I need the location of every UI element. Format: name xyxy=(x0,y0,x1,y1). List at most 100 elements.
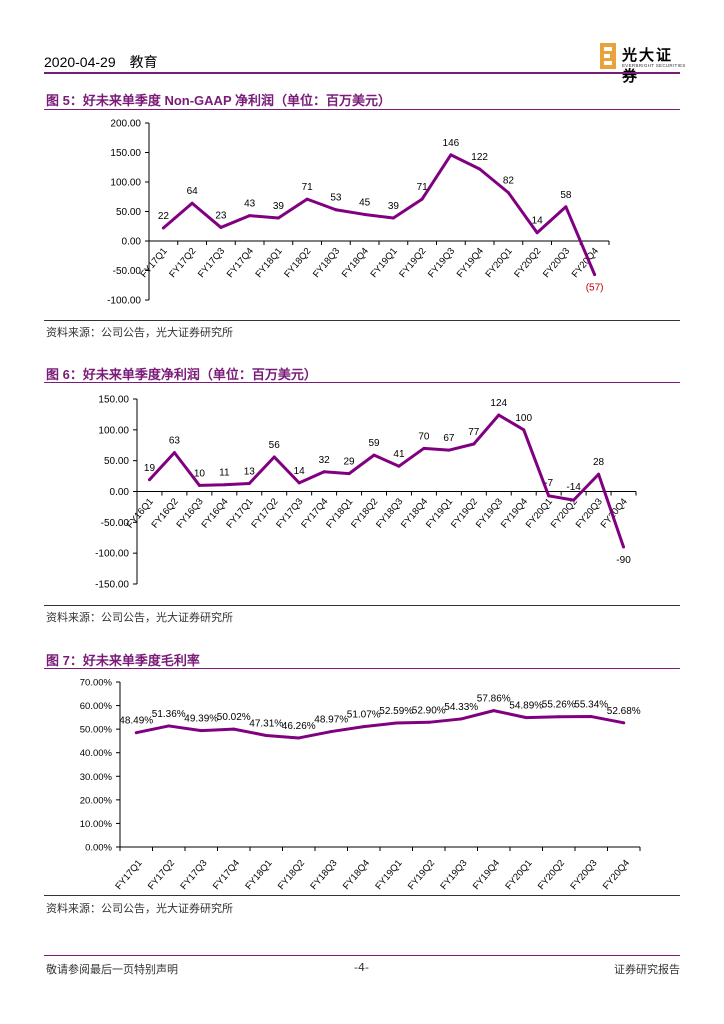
data-label: 52.59% xyxy=(379,706,413,717)
x-category-label: FY17Q2 xyxy=(167,246,198,280)
footer-divider xyxy=(44,955,680,956)
data-point xyxy=(427,720,431,724)
x-category-label: FY20Q4 xyxy=(601,858,632,892)
figure-5-title: 图 5：好未来单季度 Non-GAAP 净利润（单位：百万美元） xyxy=(46,93,391,108)
data-label: 39 xyxy=(388,201,400,212)
page-number: -4- xyxy=(354,961,369,974)
data-label: 52.90% xyxy=(412,705,446,716)
y-tick-label: 60.00% xyxy=(80,701,113,712)
data-label: 82 xyxy=(503,176,515,187)
y-tick-label: 10.00% xyxy=(80,819,113,830)
figure-7-source-rule xyxy=(44,895,680,896)
data-point xyxy=(297,481,301,485)
data-label: 23 xyxy=(215,210,227,221)
data-point xyxy=(589,715,593,719)
data-label: 39 xyxy=(273,201,285,212)
data-label: 47.31% xyxy=(249,718,283,729)
data-point xyxy=(362,725,366,729)
data-point xyxy=(232,727,236,731)
x-category-label: FY19Q4 xyxy=(455,246,486,280)
x-category-label: FY19Q1 xyxy=(373,858,404,892)
data-point xyxy=(190,201,194,205)
data-point xyxy=(524,716,528,720)
y-tick-label: 40.00% xyxy=(80,748,113,759)
data-label: 32 xyxy=(319,455,331,466)
data-point xyxy=(397,464,401,468)
data-label: 55.26% xyxy=(542,700,576,711)
data-point xyxy=(222,483,226,487)
data-label: 124 xyxy=(490,398,507,409)
data-label: 70 xyxy=(418,431,430,442)
data-point xyxy=(478,167,482,171)
x-category-label: FY19Q1 xyxy=(368,246,399,280)
data-point xyxy=(449,153,453,157)
data-label: 146 xyxy=(443,138,460,149)
data-label: 55.34% xyxy=(574,700,608,711)
data-label: -90 xyxy=(616,555,631,566)
x-category-label: FY18Q1 xyxy=(253,246,284,280)
data-point xyxy=(347,472,351,476)
data-point xyxy=(572,498,576,502)
data-point xyxy=(264,733,268,737)
x-category-label: FY19Q2 xyxy=(406,858,437,892)
figure-6-source-rule xyxy=(44,605,680,606)
data-point xyxy=(557,715,561,719)
data-point xyxy=(219,225,223,229)
y-tick-label: 50.00 xyxy=(104,456,129,467)
data-point xyxy=(161,226,165,230)
y-tick-label: 30.00% xyxy=(80,772,113,783)
data-point xyxy=(134,731,138,735)
x-category-label: FY20Q3 xyxy=(541,246,572,280)
data-point xyxy=(167,724,171,728)
data-point xyxy=(372,453,376,457)
y-tick-label: 0.00% xyxy=(85,843,112,854)
x-category-label: FY17Q2 xyxy=(146,858,177,892)
data-label: 49.39% xyxy=(184,714,218,725)
x-category-label: FY18Q4 xyxy=(341,858,372,892)
data-label: 58 xyxy=(560,190,572,201)
y-tick-label: 100.00 xyxy=(110,178,141,189)
data-label: 48.97% xyxy=(314,715,348,726)
x-category-label: FY19Q3 xyxy=(438,858,469,892)
y-tick-label: 100.00 xyxy=(98,425,129,436)
data-point xyxy=(363,212,367,216)
data-point xyxy=(459,717,463,721)
figure-5-chart: -100.00 -50.00 0.00 50.00 100.00 150.00 200.00… xyxy=(107,119,610,307)
data-label: 56 xyxy=(269,440,281,451)
footer-disclaimer: 敬请参阅最后一页特别声明 xyxy=(46,963,178,976)
data-label: 45 xyxy=(359,197,371,208)
x-category-label: FY20Q1 xyxy=(483,246,514,280)
y-tick-label: 0.00 xyxy=(110,487,130,498)
x-category-label: FY19Q4 xyxy=(471,858,502,892)
y-tick-label: -150.00 xyxy=(95,580,129,591)
y-tick-label: 200.00 xyxy=(110,119,141,130)
data-point xyxy=(199,729,203,733)
x-category-label: FY18Q3 xyxy=(308,858,339,892)
figure-5-title-rule xyxy=(44,109,680,110)
data-label: 63 xyxy=(169,436,181,447)
data-point xyxy=(322,470,326,474)
series-line xyxy=(148,413,625,548)
x-category-label: FY18Q2 xyxy=(282,246,313,280)
data-label: 54.89% xyxy=(509,701,543,712)
figure-6-source: 资料来源：公司公告，光大证券研究所 xyxy=(46,611,233,624)
data-label: 67 xyxy=(443,433,455,444)
y-tick-label: 50.00 xyxy=(116,207,141,218)
x-category-label: FY19Q3 xyxy=(426,246,457,280)
data-point xyxy=(597,472,601,476)
x-category-label: FY17Q3 xyxy=(196,246,227,280)
data-point xyxy=(420,197,424,201)
data-point xyxy=(329,730,333,734)
data-label: 51.36% xyxy=(152,709,186,720)
data-point xyxy=(497,413,501,417)
data-label: 64 xyxy=(187,186,199,197)
data-point xyxy=(564,205,568,209)
figure-7-source: 资料来源：公司公告，光大证券研究所 xyxy=(46,902,233,915)
figure-7-title-rule xyxy=(44,668,680,669)
data-point xyxy=(248,214,252,218)
x-category-label: FY20Q2 xyxy=(512,246,543,280)
eb-logo-icon xyxy=(600,43,616,69)
y-tick-label: 20.00% xyxy=(80,795,113,806)
data-point xyxy=(305,197,309,201)
data-label: 22 xyxy=(158,211,170,222)
